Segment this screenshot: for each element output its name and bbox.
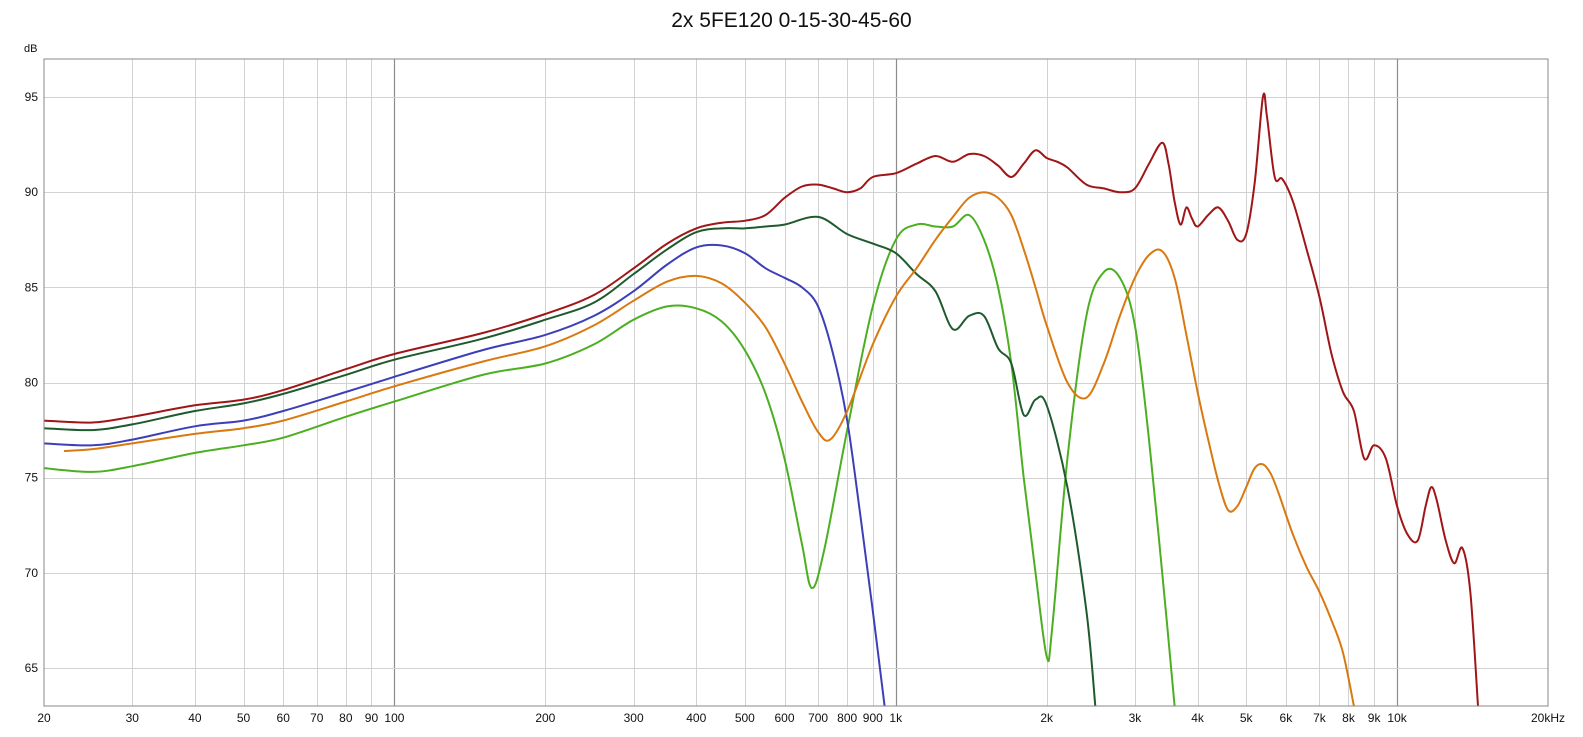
series-line-1 <box>44 213 1176 706</box>
x-tick-label: 80 <box>339 711 353 725</box>
x-tick-label: 700 <box>808 711 828 725</box>
x-tick-label: 20kHz <box>1531 711 1565 725</box>
plot-background <box>44 59 1548 706</box>
x-tick-label: 6k <box>1280 711 1294 725</box>
y-tick-label: 80 <box>25 376 39 390</box>
y-tick-label: 85 <box>25 280 39 294</box>
x-tick-label: 300 <box>624 711 644 725</box>
x-tick-label: 800 <box>837 711 857 725</box>
series-line-3 <box>44 243 886 706</box>
series-line-4 <box>63 191 1355 706</box>
x-tick-label: 200 <box>535 711 555 725</box>
y-tick-label: 90 <box>25 185 39 199</box>
y-tick-label: 75 <box>25 471 39 485</box>
x-tick-label: 8k <box>1342 711 1356 725</box>
x-tick-label: 40 <box>188 711 202 725</box>
y-axis-unit-label: dB <box>24 43 37 55</box>
y-tick-label: 95 <box>25 90 39 104</box>
chart-title: 2x 5FE120 0-15-30-45-60 <box>671 9 912 32</box>
x-tick-label: 5k <box>1240 711 1254 725</box>
x-tick-label: 500 <box>735 711 755 725</box>
x-tick-label: 9k <box>1368 711 1382 725</box>
x-tick-label: 1k <box>889 711 903 725</box>
x-tick-label: 70 <box>310 711 324 725</box>
x-axis-tick-labels: 20 30 40 50 60 70 80 90 100 200 300 400 500 600 700 800… <box>37 711 1565 725</box>
x-tick-label: 90 <box>365 711 379 725</box>
series-line-2 <box>44 215 1097 706</box>
x-tick-label: 600 <box>775 711 795 725</box>
x-tick-label: 50 <box>237 711 251 725</box>
x-tick-label: 10k <box>1387 711 1407 725</box>
x-tick-label: 3k <box>1129 711 1143 725</box>
series-layer <box>44 92 1479 706</box>
y-tick-label: 65 <box>25 661 39 675</box>
y-tick-label: 70 <box>25 566 39 580</box>
grid-lines <box>44 59 1548 706</box>
x-tick-label: 7k <box>1313 711 1327 725</box>
x-tick-label: 900 <box>863 711 883 725</box>
series-line-5 <box>44 92 1479 706</box>
x-tick-label: 400 <box>686 711 706 725</box>
y-axis-tick-labels: 65 70 75 80 85 90 95 <box>25 90 39 675</box>
x-tick-label: 30 <box>126 711 140 725</box>
x-tick-label: 60 <box>277 711 291 725</box>
x-tick-label: 4k <box>1191 711 1205 725</box>
plot-frame <box>43 58 1549 707</box>
x-tick-label: 100 <box>384 711 404 725</box>
x-tick-label: 2k <box>1040 711 1054 725</box>
x-tick-label: 20 <box>37 711 51 725</box>
